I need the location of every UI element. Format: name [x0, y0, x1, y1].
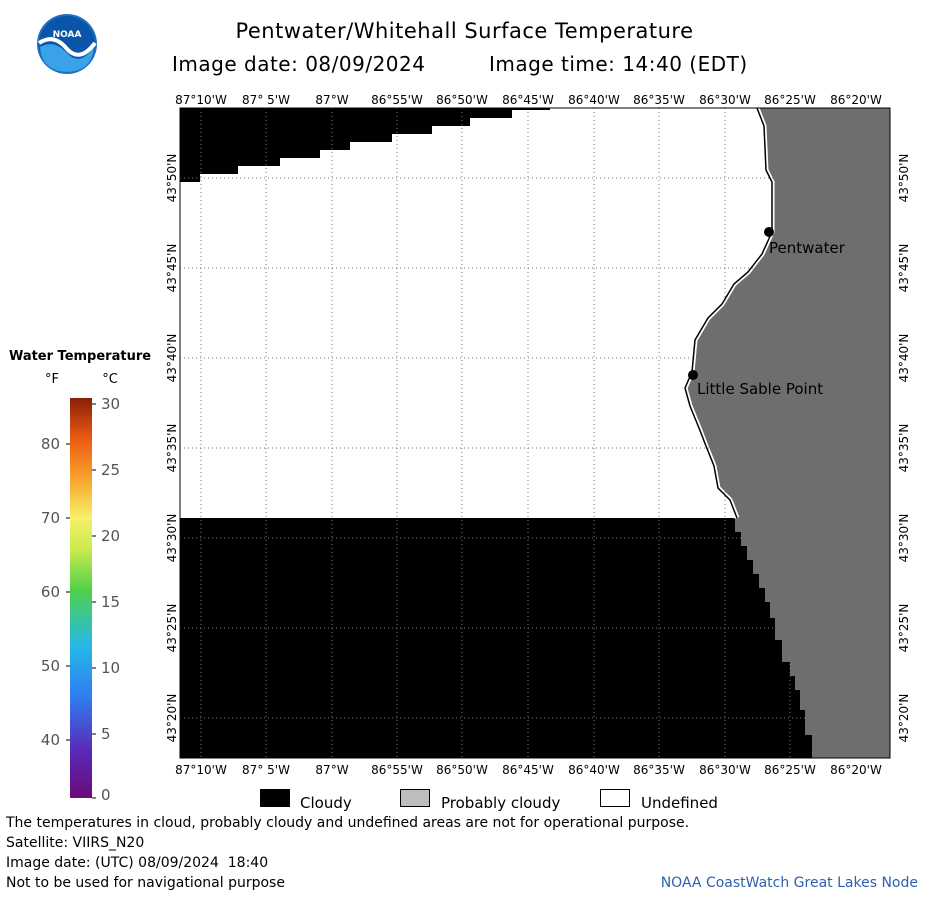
pentwater-label: Pentwater	[769, 239, 846, 257]
legend-label-undefined: Undefined	[641, 794, 718, 812]
graticule	[180, 108, 890, 758]
pentwater-marker	[764, 227, 774, 237]
colorbar-f-tick: 50	[41, 657, 60, 675]
lat-tick-left: 43°35'N	[165, 424, 179, 473]
lat-tick-left: 43°40'N	[165, 334, 179, 383]
legend-swatch-cloudy	[260, 789, 290, 807]
logo-text: NOAA	[53, 30, 82, 40]
legend-swatch-undefined	[600, 789, 630, 807]
cloud-region-north	[180, 108, 550, 182]
lon-tick-bottom: 86°40'W	[568, 763, 620, 777]
lat-tick-right: 43°30'N	[897, 514, 911, 563]
little-sable-marker	[688, 370, 698, 380]
colorbar-f-tick: 80	[41, 435, 60, 453]
colorbar-c-tick: 20	[101, 527, 120, 545]
lon-tick-bottom: 87°W	[315, 763, 348, 777]
colorbar-unit-f: °F	[45, 372, 59, 387]
colorbar-title: Water Temperature	[9, 349, 151, 364]
lat-tick-left: 43°20'N	[165, 694, 179, 743]
lon-tick-bottom: 86°45'W	[502, 763, 554, 777]
lon-tick-bottom: 87° 5'W	[242, 763, 290, 777]
lat-tick-right: 43°50'N	[897, 154, 911, 203]
colorbar-f-tick: 60	[41, 583, 60, 601]
cloud-region-south	[180, 518, 812, 758]
satellite-info: Satellite: VIIRS_N20	[6, 835, 145, 851]
lon-tick-top: 86°30'W	[699, 93, 751, 107]
colorbar-f-tick: 70	[41, 509, 60, 527]
lon-tick-bottom: 86°25'W	[764, 763, 816, 777]
image-time: Image time: 14:40 (EDT)	[489, 52, 748, 76]
lon-tick-top: 86°20'W	[830, 93, 882, 107]
lon-tick-bottom: 86°50'W	[436, 763, 488, 777]
legend-label-probably-cloudy: Probably cloudy	[441, 794, 561, 812]
lon-tick-top: 86°45'W	[502, 93, 554, 107]
lon-tick-bottom: 86°20'W	[830, 763, 882, 777]
lat-tick-right: 43°35'N	[897, 424, 911, 473]
lon-tick-top: 86°40'W	[568, 93, 620, 107]
lon-tick-top: 87°10'W	[175, 93, 227, 107]
lat-tick-left: 43°50'N	[165, 154, 179, 203]
land-michigan	[683, 108, 890, 758]
legend-swatch-probably-cloudy	[400, 789, 430, 807]
colorbar-c-tick: 5	[101, 725, 111, 743]
lon-tick-bottom: 87°10'W	[175, 763, 227, 777]
lon-tick-bottom: 86°30'W	[699, 763, 751, 777]
colorbar	[70, 398, 92, 798]
lon-tick-top: 87°W	[315, 93, 348, 107]
lon-tick-top: 86°50'W	[436, 93, 488, 107]
colorbar-unit-c: °C	[102, 372, 118, 387]
lat-tick-left: 43°25'N	[165, 604, 179, 653]
little-sable-label: Little Sable Point	[697, 380, 823, 398]
lat-tick-right: 43°20'N	[897, 694, 911, 743]
lat-tick-right: 43°45'N	[897, 244, 911, 293]
lat-tick-right: 43°40'N	[897, 334, 911, 383]
lon-tick-bottom: 86°35'W	[633, 763, 685, 777]
colorbar-c-tick: 15	[101, 593, 120, 611]
colorbar-c-tick: 0	[101, 786, 111, 804]
lat-tick-left: 43°45'N	[165, 244, 179, 293]
lon-tick-top: 86°25'W	[764, 93, 816, 107]
image-date: Image date: 08/09/2024	[172, 52, 426, 76]
colorbar-c-tick: 10	[101, 659, 120, 677]
legend-label-cloudy: Cloudy	[300, 794, 352, 812]
lat-tick-right: 43°25'N	[897, 604, 911, 653]
lon-tick-top: 86°55'W	[371, 93, 423, 107]
credit-link[interactable]: NOAA CoastWatch Great Lakes Node	[660, 875, 918, 891]
navigation-warning: Not to be used for navigational purpose	[6, 875, 285, 891]
colorbar-c-tick: 30	[101, 395, 120, 413]
lon-tick-top: 86°35'W	[633, 93, 685, 107]
page-title: Pentwater/Whitehall Surface Temperature	[235, 19, 694, 43]
lat-tick-left: 43°30'N	[165, 514, 179, 563]
lon-tick-top: 87° 5'W	[242, 93, 290, 107]
disclaimer-note: The temperatures in cloud, probably clou…	[6, 815, 690, 831]
colorbar-c-tick: 25	[101, 461, 120, 479]
colorbar-f-tick: 40	[41, 731, 60, 749]
noaa-logo: NOAA	[37, 14, 97, 74]
lon-tick-bottom: 86°55'W	[371, 763, 423, 777]
utc-date: Image date: (UTC) 08/09/2024 18:40	[6, 855, 269, 871]
